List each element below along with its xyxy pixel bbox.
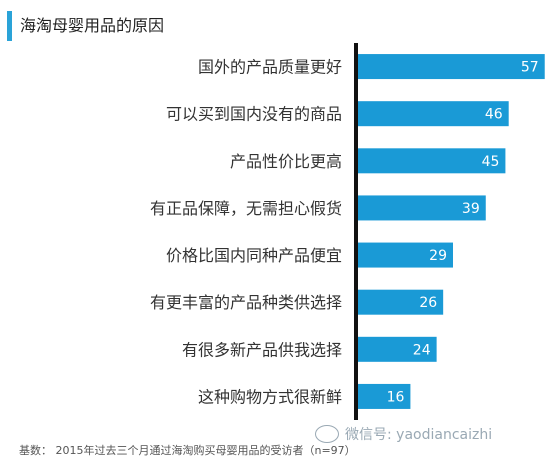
value-label-4: 29 — [429, 248, 447, 264]
value-label-6: 24 — [413, 342, 431, 358]
bar-6 — [358, 336, 437, 362]
value-label-2: 45 — [482, 154, 500, 170]
category-label-3: 有正品保障，无需担心假货 — [150, 199, 342, 218]
watermark: 微信号: yaodiancaizhi — [315, 424, 492, 444]
bar-2 — [358, 148, 506, 174]
category-label-1: 可以买到国内没有的商品 — [166, 105, 342, 124]
value-label-7: 16 — [387, 389, 405, 405]
category-label-4: 价格比国内同种产品便宜 — [166, 246, 342, 265]
bar-5 — [358, 289, 444, 315]
footer-note: 基数： 2015年过去三个月通过海淘购买母婴用品的受访者（n=97） — [19, 444, 356, 457]
title-accent-bar — [7, 11, 12, 41]
category-label-0: 国外的产品质量更好 — [198, 58, 342, 77]
wechat-icon — [315, 425, 339, 443]
watermark-text: 微信号: yaodiancaizhi — [345, 427, 493, 443]
value-label-5: 26 — [419, 295, 437, 311]
category-label-7: 这种购物方式很新鲜 — [198, 387, 342, 406]
category-label-6: 有很多新产品供我选择 — [182, 340, 342, 359]
bar-3 — [358, 195, 486, 221]
category-label-5: 有更丰富的产品种类供选择 — [150, 293, 342, 312]
value-label-0: 57 — [521, 60, 539, 76]
bar-7 — [358, 383, 411, 409]
chart-title: 海淘母婴用品的原因 — [20, 16, 165, 35]
value-label-1: 46 — [485, 107, 503, 123]
bar-0 — [358, 54, 545, 80]
category-label-2: 产品性价比更高 — [230, 152, 342, 171]
bar-1 — [358, 101, 509, 127]
bar-4 — [358, 242, 453, 268]
value-label-3: 39 — [462, 201, 480, 217]
